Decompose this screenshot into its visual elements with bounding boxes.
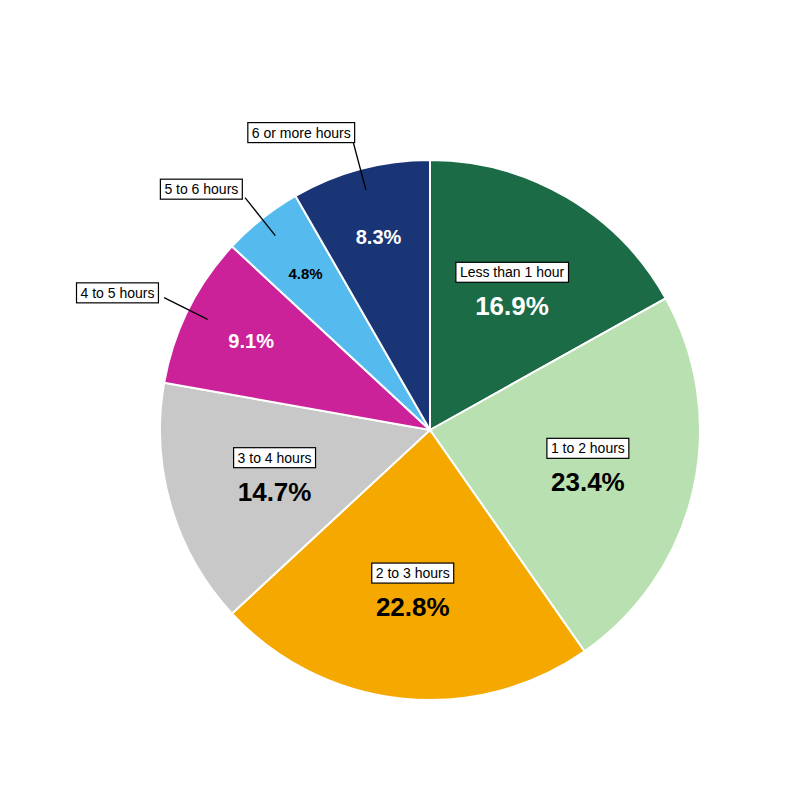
category-label: 6 or more hours (252, 125, 351, 141)
label-box (234, 448, 316, 468)
category-label: Less than 1 hour (460, 264, 565, 280)
category-label-group: 4 to 5 hours (77, 283, 159, 303)
chart: Less than 1 hour 16.9% 1 to 2 hours 23.4% 2 … (0, 0, 802, 800)
label-box (77, 283, 159, 303)
label-box (456, 262, 569, 282)
slice (295, 160, 430, 430)
category-label-group: 6 or more hours (248, 123, 355, 143)
label-box (160, 179, 242, 199)
category-label-group: 3 to 4 hours (234, 448, 316, 468)
data-label: 9.1% (228, 330, 274, 352)
leader-line (353, 143, 366, 190)
label-box (372, 563, 454, 583)
labels: Less than 1 hour 16.9% 1 to 2 hours 23.4% 2 … (77, 123, 629, 622)
slices (160, 160, 700, 700)
category-label-group: Less than 1 hour (456, 262, 569, 282)
category-label-group: 2 to 3 hours (372, 563, 454, 583)
data-label: 23.4% (551, 467, 625, 497)
category-label-group: 1 to 2 hours (547, 438, 629, 458)
leader-line (164, 298, 208, 320)
data-label: 14.7% (238, 477, 312, 507)
data-label: 16.9% (475, 291, 549, 321)
pie: Less than 1 hour 16.9% 1 to 2 hours 23.4% 2 … (77, 123, 700, 700)
category-label: 1 to 2 hours (551, 440, 625, 456)
label-box (547, 438, 629, 458)
data-label: 4.8% (288, 265, 322, 282)
data-label: 22.8% (376, 592, 450, 622)
category-label: 4 to 5 hours (81, 285, 155, 301)
leader-line (245, 198, 275, 236)
category-label: 2 to 3 hours (376, 565, 450, 581)
category-label-group: 5 to 6 hours (160, 179, 242, 199)
label-box (248, 123, 355, 143)
category-label: 5 to 6 hours (164, 181, 238, 197)
data-label: 8.3% (356, 226, 402, 248)
category-label: 3 to 4 hours (238, 450, 312, 466)
